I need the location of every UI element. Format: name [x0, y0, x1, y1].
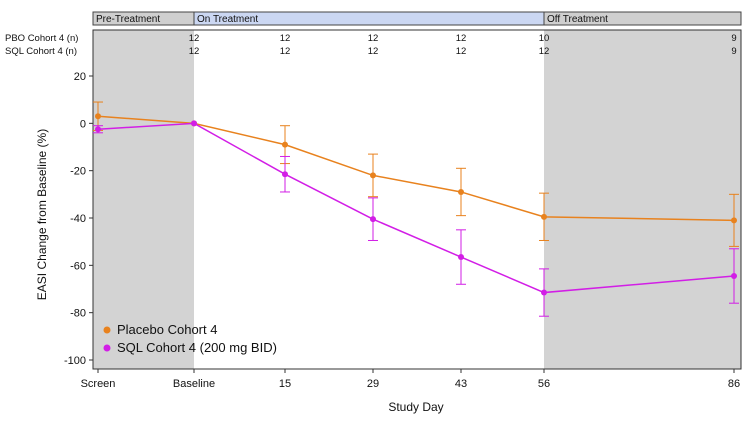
y-tick-label: 20 [74, 71, 86, 83]
legend-label-0: Placebo Cohort 4 [117, 322, 217, 337]
data-point-1 [541, 289, 547, 296]
n-count: 12 [189, 46, 200, 57]
y-tick-label: -100 [64, 355, 86, 367]
y-tick-label: -80 [70, 308, 86, 320]
x-tick-label: Baseline [173, 378, 215, 390]
data-point-1 [458, 254, 464, 261]
x-tick-label: 15 [279, 378, 291, 390]
n-count: 9 [731, 46, 736, 57]
data-point-0 [731, 217, 737, 224]
data-point-1 [370, 216, 376, 223]
y-tick-label: -60 [70, 260, 86, 272]
data-point-1 [731, 272, 737, 279]
n-count: 12 [280, 33, 291, 44]
legend-marker-0 [103, 326, 111, 334]
legend-label-1: SQL Cohort 4 (200 mg BID) [117, 340, 277, 355]
n-count: 12 [280, 46, 291, 57]
x-tick-label: Screen [81, 378, 116, 390]
phase-label-0: Pre-Treatment [96, 14, 160, 25]
data-point-0 [95, 113, 101, 120]
n-row-label-0: PBO Cohort 4 (n) [5, 33, 78, 44]
x-tick-label: 56 [538, 378, 550, 390]
data-point-1 [95, 126, 101, 133]
y-tick-label: 0 [80, 118, 86, 130]
phase-shade-2 [544, 30, 741, 369]
plot-frame [92, 29, 742, 370]
n-count: 12 [368, 33, 379, 44]
data-point-0 [282, 141, 288, 148]
n-row-label-1: SQL Cohort 4 (n) [5, 46, 77, 57]
data-point-1 [191, 120, 197, 127]
phase-shade-0 [93, 30, 194, 369]
data-point-0 [370, 172, 376, 179]
phase-label-1: On Treatment [197, 14, 258, 25]
x-tick-label: 29 [367, 378, 379, 390]
n-count: 10 [539, 33, 550, 44]
x-tick-label: 86 [728, 378, 740, 390]
x-axis-title: Study Day [388, 400, 443, 414]
legend-marker-1 [103, 344, 111, 352]
phase-label-2: Off Treatment [547, 14, 608, 25]
n-count: 9 [731, 33, 736, 44]
n-count: 12 [189, 33, 200, 44]
n-count: 12 [456, 33, 467, 44]
data-point-0 [541, 213, 547, 220]
n-count: 12 [539, 46, 550, 57]
n-count: 12 [368, 46, 379, 57]
data-point-1 [282, 171, 288, 178]
n-count: 12 [456, 46, 467, 57]
y-tick-label: -40 [70, 213, 86, 225]
y-tick-label: -20 [70, 166, 86, 178]
phase-band-2 [543, 11, 742, 26]
x-tick-label: 43 [455, 378, 467, 390]
y-axis-title: EASI Change from Baseline (%) [35, 129, 49, 300]
data-point-0 [458, 188, 464, 195]
